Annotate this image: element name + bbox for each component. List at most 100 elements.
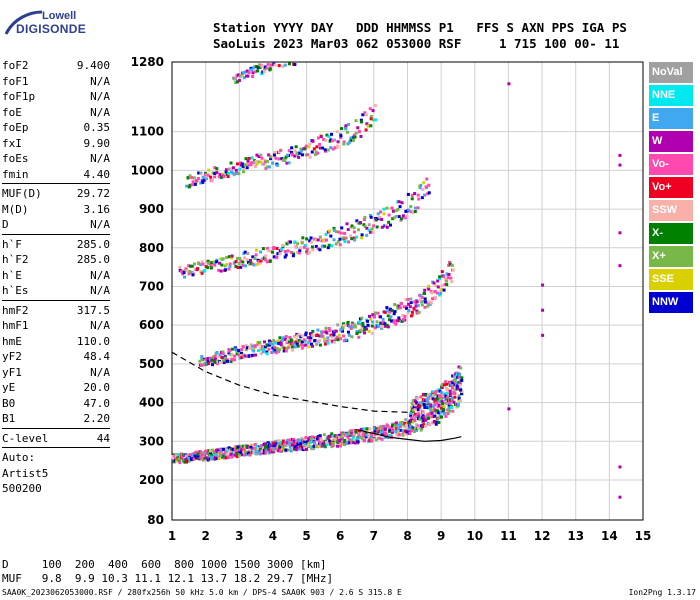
echo-point	[438, 389, 442, 393]
echo-point	[324, 238, 328, 242]
echo-point	[332, 441, 336, 445]
echo-point	[458, 383, 462, 387]
echo-point	[339, 337, 343, 341]
echo-point	[252, 159, 256, 163]
echo-point	[283, 337, 287, 341]
echo-point	[371, 109, 375, 113]
echo-point	[285, 161, 289, 165]
echo-point	[424, 300, 428, 304]
echo-point	[290, 443, 294, 447]
echo-point	[460, 392, 464, 396]
echo-point	[339, 431, 343, 435]
echo-point	[253, 353, 257, 357]
echo-point	[395, 426, 399, 430]
echo-point	[260, 257, 264, 261]
echo-point	[373, 326, 377, 330]
echo-point	[447, 406, 451, 410]
echo-point	[267, 343, 271, 347]
echo-point	[368, 314, 372, 318]
echo-point	[185, 460, 189, 464]
echo-point	[324, 326, 328, 330]
isolated-echo-point	[618, 153, 622, 157]
echo-point	[185, 184, 189, 188]
echo-point	[254, 159, 258, 163]
echo-point	[375, 427, 379, 431]
echo-point	[277, 441, 281, 445]
echo-point	[299, 447, 303, 451]
echo-point	[304, 439, 308, 443]
profile-curve	[356, 429, 462, 442]
echo-point	[299, 147, 303, 151]
echo-point	[286, 249, 290, 253]
echo-point	[402, 305, 406, 309]
echo-point	[356, 221, 360, 225]
echo-point	[299, 340, 303, 344]
y-tick-label: 500	[139, 357, 164, 371]
echo-point	[445, 401, 449, 405]
echo-point	[269, 249, 273, 253]
echo-point	[347, 438, 351, 442]
distance-row: D 100 200 400 600 800 1000 1500 3000 [km…	[2, 558, 327, 571]
echo-point	[426, 406, 430, 410]
echo-point	[213, 450, 217, 454]
echo-point	[437, 421, 441, 425]
param-row-fxi: fxI 9.90	[2, 136, 110, 152]
echo-point	[199, 363, 203, 367]
echo-point	[457, 394, 461, 398]
legend-item-vominus: Vo-	[649, 154, 693, 175]
legend-item-xminus: X-	[649, 223, 693, 244]
echo-point	[433, 391, 437, 395]
x-tick-label: 9	[437, 529, 445, 543]
echo-point	[288, 240, 292, 244]
echo-point	[259, 250, 263, 254]
echo-point	[328, 339, 332, 343]
echo-point	[343, 433, 347, 437]
echo-point	[336, 145, 340, 149]
echo-point	[300, 153, 304, 157]
param-name: h`E	[2, 268, 22, 282]
echo-point	[456, 387, 460, 391]
echo-point	[391, 217, 395, 221]
echo-point	[267, 444, 271, 448]
echo-point	[277, 341, 281, 345]
echo-point	[338, 243, 342, 247]
echo-point	[213, 263, 217, 267]
echo-point	[320, 244, 324, 248]
echo-point	[334, 242, 338, 246]
echo-point	[396, 423, 400, 427]
echo-point	[263, 65, 267, 69]
echo-point	[431, 397, 435, 401]
echo-point	[317, 444, 321, 448]
echo-point	[229, 449, 233, 453]
echo-point	[341, 236, 345, 240]
echo-point	[244, 157, 248, 161]
echo-point	[239, 265, 243, 269]
echo-point	[307, 145, 311, 149]
echo-point	[261, 247, 265, 251]
echo-point	[309, 440, 313, 444]
echo-point	[332, 226, 336, 230]
echo-point	[355, 332, 359, 336]
x-tick-label: 11	[500, 529, 517, 543]
echo-point	[293, 342, 297, 346]
echo-point	[233, 354, 237, 358]
echo-point	[457, 380, 461, 384]
echo-point	[366, 124, 370, 128]
echo-point	[261, 350, 265, 354]
echo-point	[329, 138, 333, 142]
echo-point	[429, 301, 433, 305]
echo-point	[422, 423, 426, 427]
echo-point	[421, 187, 425, 191]
echo-point	[355, 219, 359, 223]
echo-point	[383, 324, 387, 328]
echo-point	[440, 383, 444, 387]
echo-point	[329, 234, 333, 238]
echo-point	[175, 459, 179, 463]
echo-point	[395, 421, 399, 425]
echo-point	[434, 295, 438, 299]
echo-point	[443, 399, 447, 403]
echo-point	[266, 63, 270, 67]
param-value: N/A	[90, 319, 110, 332]
y-tick-label: 700	[139, 279, 164, 293]
